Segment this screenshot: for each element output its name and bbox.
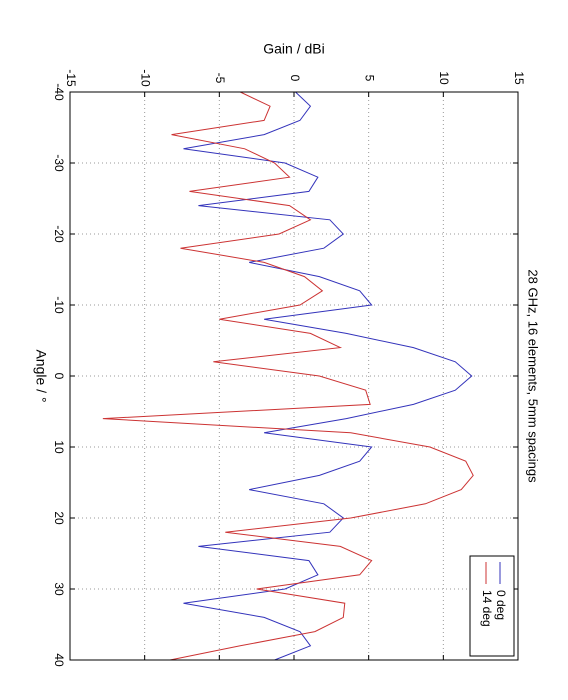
x-tick-label: -30 [52, 154, 66, 172]
plot-frame [69, 91, 519, 661]
y-tick-label: -5 [213, 73, 227, 84]
x-tick-label: 30 [52, 582, 66, 596]
data-line [183, 91, 473, 661]
x-tick-label: 10 [52, 440, 66, 454]
x-tick-label: -10 [52, 296, 66, 314]
data-line [102, 91, 474, 661]
x-tick-label: -20 [52, 225, 66, 243]
x-tick-label: 20 [52, 511, 66, 525]
x-tick-label: 40 [52, 653, 66, 667]
y-tick-label: -15 [64, 69, 78, 87]
chart-title: 28 GHz, 16 elements, 5mm spacings [526, 269, 541, 483]
legend-label: 14 deg [480, 590, 494, 627]
x-axis-label: Angle / ° [33, 349, 49, 402]
x-tick-label: -40 [52, 83, 66, 101]
y-tick-label: 5 [362, 75, 376, 82]
y-axis-label: Gain / dBi [263, 41, 324, 57]
y-tick-label: 10 [437, 71, 451, 85]
y-tick-label: 0 [288, 75, 302, 82]
legend-label: 0 deg [494, 590, 508, 620]
y-tick-label: 15 [512, 71, 526, 85]
x-tick-label: 0 [52, 373, 66, 380]
y-tick-label: -10 [138, 69, 152, 87]
legend-box [469, 555, 515, 657]
